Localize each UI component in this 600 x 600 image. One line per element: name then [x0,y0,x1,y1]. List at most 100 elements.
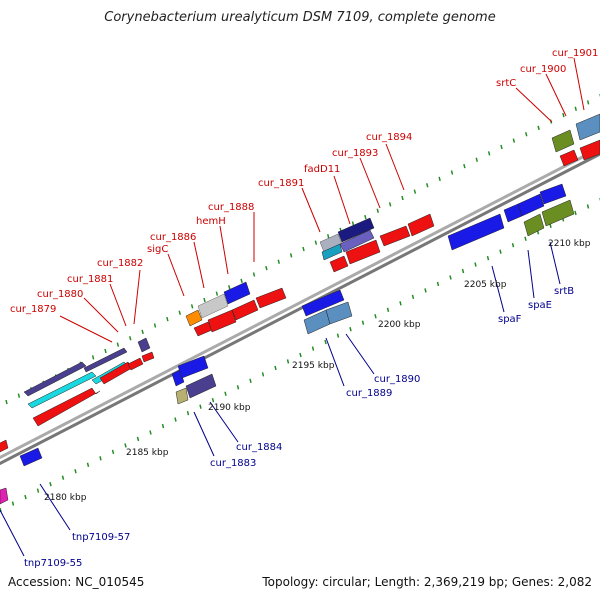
kbp-label-2195: 2195 kbp [292,361,335,371]
label-tnp7109-57: tnp7109-57 [72,532,130,543]
tick-mark [450,170,454,175]
upper-leader-lines [59,57,585,343]
tick-mark [399,301,402,306]
tick-mark [349,326,352,332]
gene-cur-1886 [197,293,229,319]
gene-cur-1882c [141,351,155,363]
gene-cur-1893b [345,239,381,265]
kbp-label-2185: 2185 kbp [126,448,169,458]
tick-mark [463,163,466,169]
gene-cur-1879 [23,361,87,397]
gene-srtB-b [541,199,575,227]
tick-mark [277,259,280,264]
gene-cur-1883b [177,355,209,379]
tick-mark [302,246,305,252]
tick-mark [426,183,429,188]
tick-mark [111,449,115,455]
tick-mark [99,456,102,461]
tick-mark [336,333,340,338]
tick-mark [411,294,415,300]
tick-mark [586,204,590,209]
gene-cur-1880b [32,387,101,427]
tick-mark [215,291,219,296]
label-cur-1881: cur_1881 [67,274,113,285]
kbp-label-2205: 2205 kbp [464,280,507,290]
reverse-genes [0,183,575,505]
kbp-label-2210: 2210 kbp [548,239,591,249]
gene-spaF [447,213,505,251]
tick-mark [386,307,390,312]
label-cur-1894: cur_1894 [366,132,412,143]
tick-mark [166,316,169,322]
gene-cur-1888c [231,299,259,321]
tick-mark [438,176,441,182]
tick-mark [500,144,503,150]
gene-tnp7109-57 [19,447,43,467]
tick-mark [486,255,490,261]
tick-mark [91,355,95,360]
label-cur-1882: cur_1882 [97,258,143,269]
tick-mark [36,488,40,493]
label-cur-1880: cur_1880 [37,289,83,300]
label-srtC: srtC [496,78,516,89]
gene-hemH [223,281,251,305]
tick-mark [11,501,15,506]
map-title: Corynebacterium urealyticum DSM 7109, co… [104,10,496,25]
label-sigC: sigC [147,244,168,255]
gene-cur-1894b [407,213,435,237]
tick-mark [153,323,157,328]
label-cur-1879: cur_1879 [10,304,56,315]
tick-mark [511,243,515,248]
tick-mark [186,410,190,416]
tick-mark [124,443,127,448]
tick-mark [149,430,152,435]
tick-mark [474,262,477,267]
tick-mark [5,399,8,405]
gene-cur-1900 [559,149,579,167]
label-cur-1888: cur_1888 [208,202,254,213]
gene-cur-1880 [27,371,97,409]
tick-mark [224,391,227,396]
label-cur-1893: cur_1893 [332,148,378,159]
label-spaE: spaE [528,300,552,311]
tick-mark [174,417,177,422]
tick-mark [324,339,327,345]
gene-cur-1894 [379,225,411,247]
tick-mark [364,214,367,220]
tick-mark [203,297,206,303]
label-srtB: srtB [554,286,574,297]
tick-mark [361,320,365,325]
label-hemH: hemH [196,216,226,227]
kbp-label-2200: 2200 kbp [378,320,421,330]
tick-mark [86,462,90,467]
gene-cur-1888b [207,309,237,333]
tick-mark [512,138,516,143]
gene-left-edge [0,439,9,453]
gene-cur-1890 [301,289,345,317]
gene-srtC [551,129,575,153]
label-cur-1886: cur_1886 [150,232,196,243]
tick-mark [211,398,215,403]
tick-mark [240,278,243,284]
gene-cur-1891b [321,243,343,261]
gene-fadD11 [337,217,375,243]
gene-fadD11b [339,229,375,253]
tick-mark [537,125,540,131]
tick-mark [327,234,330,239]
tick-mark [104,348,107,354]
tick-mark [374,314,377,319]
gene-cur-1882b [127,357,144,371]
gene-cur-1901 [575,113,600,141]
tick-mark [116,342,120,347]
tick-mark [413,189,417,194]
genome-backbone [0,146,600,466]
gene-cur-1889b [325,301,353,325]
tick-track-lower [0,198,600,513]
tick-mark [574,106,577,111]
label-cur-1883: cur_1883 [210,458,256,469]
gene-spaE [517,193,545,217]
label-cur-1889: cur_1889 [346,388,392,399]
lower-leader-lines [0,241,561,557]
forward-genes [0,113,600,453]
label-tnp7109-55: tnp7109-55 [24,558,82,569]
